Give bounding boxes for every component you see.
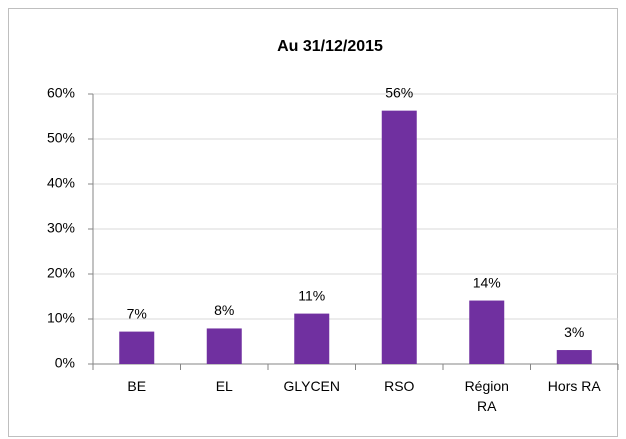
bar [206, 328, 242, 364]
chart-frame [8, 8, 618, 437]
bar [469, 300, 505, 364]
data-label: 3% [564, 324, 584, 340]
y-tick-label: 40% [47, 175, 75, 191]
data-label: 8% [214, 302, 234, 318]
bar [556, 350, 592, 364]
bar [294, 313, 330, 364]
bar [119, 331, 155, 364]
data-label: 7% [127, 305, 147, 321]
x-tick-label: GLYCEN [283, 378, 341, 394]
x-tick-label: RSO [384, 378, 415, 394]
y-tick-label: 20% [47, 265, 75, 281]
y-tick-label: 10% [47, 310, 75, 326]
x-tick-label: BE [127, 378, 147, 394]
y-tick-label: 30% [47, 220, 75, 236]
bar [381, 110, 417, 365]
x-tick-label: EL [215, 378, 233, 394]
data-label: 11% [298, 287, 325, 303]
data-label: 14% [473, 274, 501, 290]
y-tick-label: 0% [55, 355, 75, 371]
y-tick-label: 50% [47, 130, 75, 146]
x-tick-label: Région RA [464, 378, 509, 414]
y-tick-label: 60% [47, 85, 75, 101]
chart-title: Au 31/12/2015 [277, 38, 383, 55]
x-tick-label: Hors RA [547, 378, 601, 394]
data-label: 56% [385, 84, 413, 100]
